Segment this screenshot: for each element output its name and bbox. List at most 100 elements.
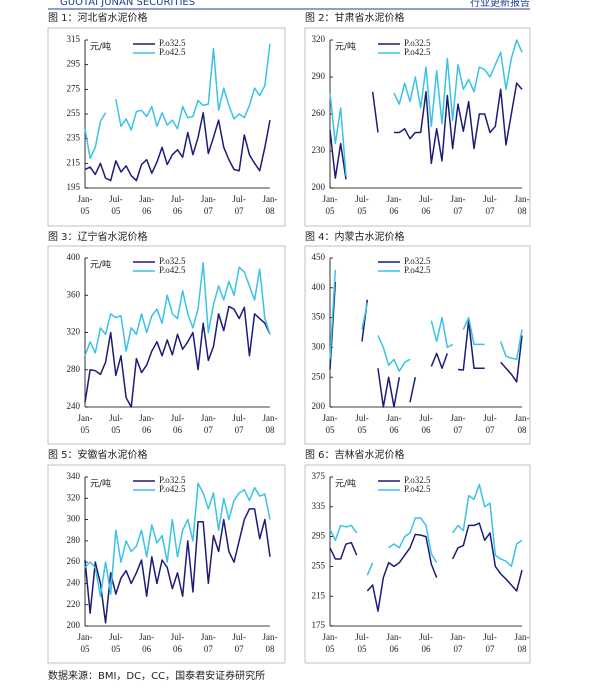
y-tick-label: 280 xyxy=(67,535,81,545)
x-tick-label-part: Jul- xyxy=(171,632,185,642)
x-tick-label-part: Jan- xyxy=(139,632,154,642)
x-tick-label: Jan- 06 xyxy=(387,194,402,216)
x-tick-label: Jan- 08 xyxy=(263,413,278,435)
x-tick-label: Jul- 05 xyxy=(355,413,369,435)
x-tick-label-part: Jan- xyxy=(139,194,154,204)
x-tick-label-part: Jan- xyxy=(515,194,530,204)
x-tick-label-part: Jul- xyxy=(232,632,246,642)
x-tick-label-part: 05 xyxy=(358,644,368,654)
x-tick-label-part: 05 xyxy=(81,425,91,435)
x-tick-label-part: Jan- xyxy=(78,413,93,423)
y-tick-label: 240 xyxy=(67,401,81,411)
y-tick-label: 360 xyxy=(67,289,81,299)
y-tick-label: 215 xyxy=(312,590,326,600)
y-tick-label: 335 xyxy=(312,501,326,511)
x-tick-label-part: 08 xyxy=(518,206,528,216)
y-axis-label: 元/吨 xyxy=(90,478,111,490)
chart-frame xyxy=(47,464,286,664)
x-tick-label-part: Jul- xyxy=(109,632,123,642)
x-tick-label-part: 06 xyxy=(422,425,432,435)
x-tick-label-part: 07 xyxy=(235,425,245,435)
y-tick-label: 175 xyxy=(312,620,326,630)
x-tick-label-part: 05 xyxy=(326,644,336,654)
x-tick-label-part: Jul- xyxy=(483,194,497,204)
x-tick-label-part: 07 xyxy=(235,206,245,216)
y-tick-label: 450 xyxy=(312,252,326,262)
series-line xyxy=(329,39,523,176)
x-tick-label: Jan- 08 xyxy=(515,632,530,654)
y-tick-label: 320 xyxy=(67,492,81,502)
x-tick-label: Jan- 06 xyxy=(387,632,402,654)
x-tick-label: Jul- 07 xyxy=(483,632,497,654)
series-line xyxy=(329,281,523,408)
legend-label: P.o42.5 xyxy=(159,265,186,275)
x-tick-label: Jan- 05 xyxy=(323,632,338,654)
x-tick-label-part: 06 xyxy=(422,644,432,654)
x-tick-label: Jan- 06 xyxy=(139,194,154,216)
x-tick-label: Jul- 06 xyxy=(171,413,185,435)
x-tick-label-part: Jul- xyxy=(419,194,433,204)
x-tick-label: Jan- 05 xyxy=(78,632,93,654)
series-line xyxy=(84,508,271,624)
x-tick-label-part: 06 xyxy=(173,425,183,435)
figure-title: 图 2：甘肃省水泥价格 xyxy=(305,11,405,24)
figure-title: 图 6：吉林省水泥价格 xyxy=(305,448,405,461)
x-tick-label-part: 07 xyxy=(204,206,214,216)
x-tick-label-part: Jan- xyxy=(323,413,338,423)
x-tick-label-part: 07 xyxy=(486,425,496,435)
x-tick-label-part: Jan- xyxy=(139,413,154,423)
figure-title: 图 5：安徽省水泥价格 xyxy=(48,448,148,461)
series-line xyxy=(329,483,523,576)
legend-label: P.o32.5 xyxy=(404,38,431,48)
x-tick-label-part: Jul- xyxy=(355,194,369,204)
x-tick-label: Jul- 07 xyxy=(232,632,246,654)
x-tick-label: Jul- 06 xyxy=(419,632,433,654)
series-line xyxy=(84,261,271,357)
x-tick-label: Jul- 06 xyxy=(419,194,433,216)
x-tick-label-part: 07 xyxy=(235,644,245,654)
y-tick-label: 295 xyxy=(312,531,326,541)
y-tick-label: 315 xyxy=(67,34,81,44)
x-tick-label: Jan- 05 xyxy=(323,194,338,216)
x-tick-label-part: Jan- xyxy=(451,632,466,642)
legend-label: P.o32.5 xyxy=(159,38,186,48)
y-tick-label: 195 xyxy=(67,182,81,192)
x-tick-label-part: Jul- xyxy=(232,194,246,204)
y-tick-label: 290 xyxy=(312,71,326,81)
y-tick-label: 375 xyxy=(312,471,326,481)
x-tick-label-part: 08 xyxy=(266,644,276,654)
report-type: 行业更新报告 xyxy=(470,0,530,9)
x-tick-label-part: 05 xyxy=(326,206,336,216)
x-tick-label-part: Jan- xyxy=(515,413,530,423)
x-tick-label: Jul- 06 xyxy=(171,632,185,654)
x-tick-label-part: Jul- xyxy=(355,632,369,642)
y-tick-label: 250 xyxy=(312,371,326,381)
legend-label: P.o32.5 xyxy=(404,475,431,485)
legend-label: P.o42.5 xyxy=(159,47,186,57)
x-tick-label: Jan- 08 xyxy=(515,413,530,435)
x-tick-label: Jan- 06 xyxy=(139,632,154,654)
x-tick-label-part: Jul- xyxy=(232,413,246,423)
y-tick-label: 400 xyxy=(312,282,326,292)
x-tick-label-part: Jul- xyxy=(171,413,185,423)
y-tick-label: 255 xyxy=(67,108,81,118)
x-tick-label-part: Jan- xyxy=(263,413,278,423)
x-tick-label-part: Jul- xyxy=(483,632,497,642)
x-tick-label-part: 05 xyxy=(358,206,368,216)
x-tick-label-part: Jan- xyxy=(451,194,466,204)
x-tick-label-part: 07 xyxy=(454,425,464,435)
y-axis-label: 元/吨 xyxy=(335,41,356,53)
y-axis-label: 元/吨 xyxy=(90,259,111,271)
x-tick-label-part: Jul- xyxy=(483,413,497,423)
x-tick-label-part: 06 xyxy=(142,206,152,216)
x-tick-label-part: Jul- xyxy=(419,632,433,642)
x-tick-label-part: 06 xyxy=(173,206,183,216)
chart-frame xyxy=(304,245,531,445)
series-line xyxy=(329,82,523,180)
x-tick-label-part: Jan- xyxy=(323,632,338,642)
y-tick-label: 340 xyxy=(67,471,81,481)
x-tick-label-part: 06 xyxy=(422,206,432,216)
x-tick-label: Jan- 07 xyxy=(451,194,466,216)
x-tick-label-part: Jan- xyxy=(323,194,338,204)
